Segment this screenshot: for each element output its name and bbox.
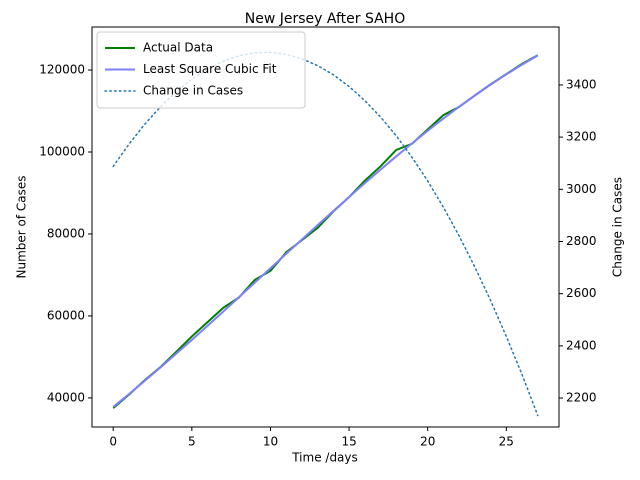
y-tick-label: 40000 — [47, 390, 85, 404]
y2-tick-label: 2200 — [566, 391, 597, 405]
y2-tick-label: 2800 — [566, 234, 597, 248]
data-line — [112, 51, 539, 417]
x-tick-label: 15 — [341, 435, 356, 449]
y2-tick-label: 2600 — [566, 286, 597, 300]
legend-label: Least Square Cubic Fit — [143, 62, 277, 76]
data-line — [112, 54, 539, 408]
axes-frame — [91, 26, 560, 428]
chart-title: New Jersey After SAHO — [245, 11, 405, 27]
x-tick-label: 0 — [109, 435, 117, 449]
x-tick-label: 25 — [499, 435, 514, 449]
y-tick-label: 80000 — [47, 226, 85, 240]
y-tick-label: 60000 — [47, 308, 85, 322]
y-tick-label: 120000 — [39, 63, 85, 77]
legend: Actual Data Least Square Cubic Fit Change … — [96, 31, 306, 109]
y2-tick-label: 3400 — [566, 77, 597, 91]
x-tick-label: 5 — [188, 435, 196, 449]
x-tick-label: 10 — [263, 435, 278, 449]
y2-tick-label: 3200 — [566, 130, 597, 144]
x-axis-label: Time /days — [291, 451, 358, 465]
x-tick-label: 20 — [420, 435, 435, 449]
y-tick-label: 100000 — [39, 145, 85, 159]
y-axis-label: Number of Cases — [15, 175, 29, 278]
legend-label: Change in Cases — [143, 84, 243, 98]
y2-tick-label: 3000 — [566, 182, 597, 196]
y2-axis-label: Change in Cases — [611, 177, 625, 277]
y2-tick-label: 2400 — [566, 338, 597, 352]
legend-box — [96, 31, 306, 109]
legend-label: Actual Data — [143, 41, 213, 55]
